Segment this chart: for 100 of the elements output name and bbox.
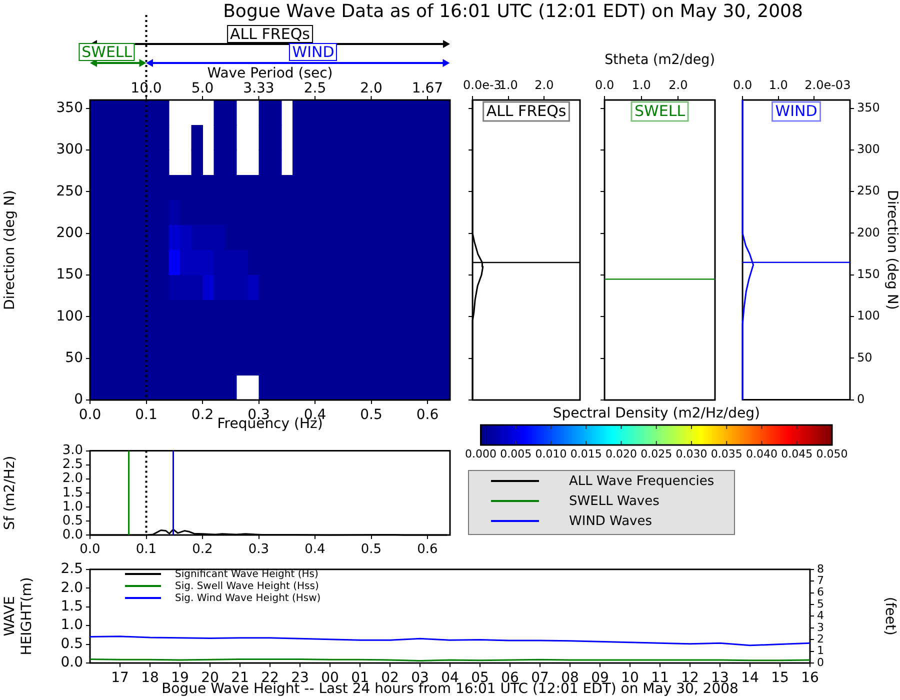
y-tick-label: 0 (857, 392, 865, 406)
x-tick-label: 0.4 (304, 542, 326, 558)
y-axis-title: Direction (deg N) (2, 190, 18, 310)
text: ALL FREQs (227, 25, 313, 43)
y-tick-label: 350 (857, 100, 880, 114)
x-tick-label: 19 (171, 670, 189, 686)
y2-tick-label: 1 (817, 644, 824, 658)
text: 5.0 (191, 80, 214, 97)
text: 3.33 (243, 80, 274, 97)
y2-axis-title: (feet) (882, 596, 898, 636)
x-tick-label: 0.0 (462, 78, 482, 92)
x-tick-label: 21 (231, 670, 249, 686)
y-tick-label: 2.0 (62, 471, 83, 486)
text: Bogue Wave Data as of 16:01 UTC (12:01 EDT) on May 30, 2008 (222, 1, 804, 22)
y-tick-label: 100 (857, 308, 880, 323)
color-bar-label: 0.030 (676, 447, 708, 460)
text: e-03 (824, 78, 851, 92)
legend-label: SWELL Waves (569, 494, 660, 509)
y-tick-label: 2.5 (62, 457, 83, 472)
x-tick-label: 0.2 (191, 407, 214, 424)
y-tick-label: 0.5 (60, 636, 83, 652)
chart-title: ALL FREQs (486, 102, 566, 120)
x-tick-label: 0.0 (732, 78, 752, 92)
y-tick-label: 150 (857, 267, 880, 282)
y-tick-label: 0.0 (62, 527, 83, 542)
x-tick-label: 0.0 (594, 78, 614, 92)
y-tick-label: 200 (56, 224, 83, 241)
legend-label: Sig. Swell Wave Height (Hss) (175, 581, 319, 592)
color-bar-label: 0.015 (570, 447, 602, 460)
y-tick-label: 0.0 (60, 654, 83, 671)
text: e-3 (482, 78, 502, 92)
x-axis-title: Stheta (m2/deg) (604, 52, 715, 68)
y-axis-title: WAVE HEIGHT(m) (2, 577, 35, 656)
y-tick-label: 350 (56, 100, 83, 116)
y-tick-label: 100 (56, 308, 83, 324)
text: WIND (289, 43, 338, 61)
color-bar-label: 0.000 (464, 447, 496, 460)
color-bar-label: 0.010 (535, 447, 567, 460)
y-tick-label: 1.5 (62, 485, 83, 500)
y-tick-label: 3.0 (62, 443, 83, 458)
y-tick-label: 150 (56, 266, 83, 283)
y-tick-label: 250 (857, 184, 880, 198)
x-tick-label: 0.0 (78, 407, 102, 424)
color-bar-label: 0.035 (710, 447, 742, 460)
x-tick-label: 1.0 (768, 78, 788, 92)
y-tick-label: 2.0 (60, 580, 83, 596)
y-tick-label: 300 (56, 142, 83, 158)
x-tick-label: 16 (801, 670, 819, 686)
text: Wave Period (sec) (207, 66, 333, 82)
y-axis-title: Direction (deg N) (884, 190, 900, 310)
legend-label: WIND Waves (569, 514, 652, 529)
y-tick-label: 1.0 (62, 499, 83, 514)
y-tick-label: 200 (857, 225, 880, 240)
y2-tick-label: 5 (817, 597, 824, 610)
x-tick-label: 0.5 (360, 407, 382, 424)
legend-label: ALL Wave Frequencies (569, 474, 714, 489)
y-tick-label: 2.5 (60, 561, 83, 578)
x-tick-label: 02 (381, 670, 399, 686)
legend-label: Sig. Wind Wave Height (Hsw) (175, 593, 321, 604)
x-tick-label: 0.1 (135, 407, 158, 424)
y-tick-label: 0.5 (62, 513, 83, 528)
text: 1.67 (412, 80, 444, 97)
x-tick-label: 15 (771, 670, 789, 686)
color-bar-label: 0.020 (605, 447, 637, 460)
x-tick-label: 0.2 (192, 542, 213, 558)
x-tick-label: 14 (741, 670, 759, 686)
y2-tick-label: 2 (817, 632, 824, 646)
y2-tick-label: 3 (817, 620, 824, 634)
x-tick-label: 0.3 (248, 542, 270, 558)
x-tick-label: 1.0 (498, 78, 518, 92)
x-tick-label: 17 (111, 670, 129, 686)
text: SWELL (78, 43, 136, 61)
chart-title: WIND (775, 102, 818, 120)
color-bar-label: 0.045 (781, 447, 813, 460)
y-tick-label: 50 (65, 350, 83, 366)
y-tick-label: 1.0 (60, 617, 83, 634)
x-tick-label: 2.0 (668, 78, 688, 92)
y-tick-label: 0 (74, 392, 83, 408)
x-tick-label: 0.5 (360, 542, 382, 558)
x-tick-label: 10 (621, 670, 639, 686)
y-axis-title: Sf (m2/Hz) (2, 456, 18, 530)
x-tick-label: 0.6 (417, 542, 438, 558)
y-tick-label: 50 (857, 350, 872, 364)
y-tick-label: 1.5 (60, 598, 83, 614)
legend-label: Significant Wave Height (Hs) (175, 569, 318, 580)
color-bar-title: Spectral Density (m2/Hz/deg) (552, 406, 760, 422)
color-bar-label: 0.050 (816, 447, 848, 460)
color-bar-label: 0.005 (500, 447, 532, 460)
color-bar-label: 0.040 (746, 447, 778, 460)
x-tick-label: 0.0 (80, 542, 100, 558)
y2-tick-label: 4 (817, 609, 824, 622)
y2-tick-label: 0 (817, 656, 824, 669)
y-tick-label: 250 (56, 183, 83, 200)
x-tick-label: 2.0 (534, 78, 554, 92)
text: 2.5 (304, 80, 326, 97)
y-tick-label: 300 (857, 142, 880, 156)
x-tick-label: 2.0 (804, 78, 824, 92)
x-tick-label: 0.1 (136, 542, 157, 558)
y2-tick-label: 8 (817, 562, 824, 576)
color-bar-label: 0.025 (640, 447, 672, 460)
